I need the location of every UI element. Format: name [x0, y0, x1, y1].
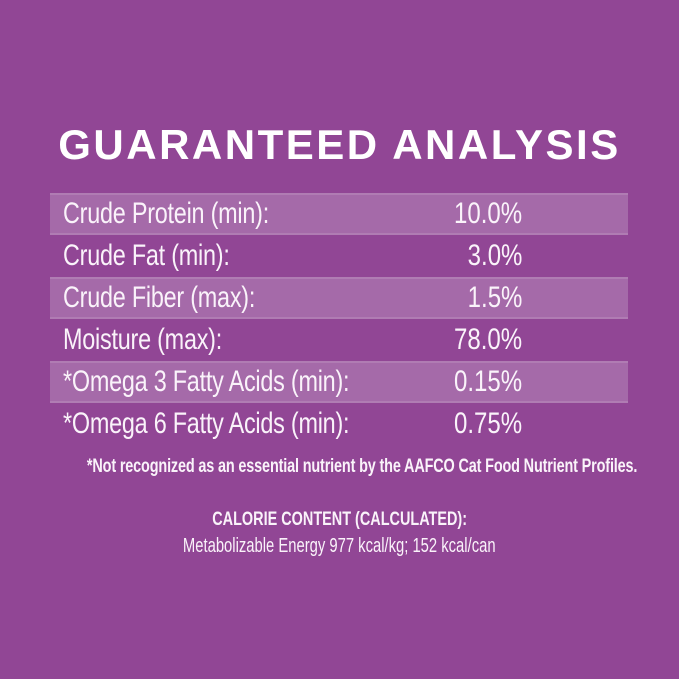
- calorie-content-detail-text: Metabolizable Energy 977 kcal/kg; 152 kc…: [183, 535, 496, 557]
- nutrient-label: Crude Fat (min):: [63, 239, 230, 272]
- calorie-content-heading: CALORIE CONTENT (CALCULATED):: [0, 508, 679, 533]
- nutrient-value: 3.0%: [467, 239, 522, 272]
- table-row: Crude Fat (min): 3.0%: [50, 235, 628, 277]
- analysis-table: Crude Protein (min): 10.0% Crude Fat (mi…: [50, 193, 628, 445]
- nutrient-label: Moisture (max):: [63, 323, 223, 356]
- nutrient-label: Crude Protein (min):: [63, 197, 269, 230]
- nutrient-value: 0.15%: [453, 365, 522, 398]
- calorie-content-section: CALORIE CONTENT (CALCULATED): Metaboliza…: [0, 508, 679, 561]
- table-row: Crude Protein (min): 10.0%: [50, 193, 628, 235]
- nutrient-label: *Omega 3 Fatty Acids (min):: [63, 365, 350, 398]
- nutrient-value: 0.75%: [453, 407, 522, 440]
- footnote: *Not recognized as an essential nutrient…: [0, 454, 679, 481]
- page-title: GUARANTEED ANALYSIS: [58, 121, 621, 168]
- nutrient-value: 78.0%: [453, 323, 522, 356]
- table-row: Moisture (max): 78.0%: [50, 319, 628, 361]
- table-row: Crude Fiber (max): 1.5%: [50, 277, 628, 319]
- table-row: *Omega 3 Fatty Acids (min): 0.15%: [50, 361, 628, 403]
- calorie-content-detail: Metabolizable Energy 977 kcal/kg; 152 kc…: [0, 533, 679, 561]
- nutrient-label: Crude Fiber (max):: [63, 281, 256, 314]
- table-row: *Omega 6 Fatty Acids (min): 0.75%: [50, 403, 628, 445]
- calorie-content-heading-text: CALORIE CONTENT (CALCULATED):: [212, 509, 467, 530]
- nutrient-value: 1.5%: [467, 281, 522, 314]
- nutrient-label: *Omega 6 Fatty Acids (min):: [63, 407, 350, 440]
- nutrient-value: 10.0%: [453, 197, 522, 230]
- footnote-text: *Not recognized as an essential nutrient…: [86, 456, 638, 477]
